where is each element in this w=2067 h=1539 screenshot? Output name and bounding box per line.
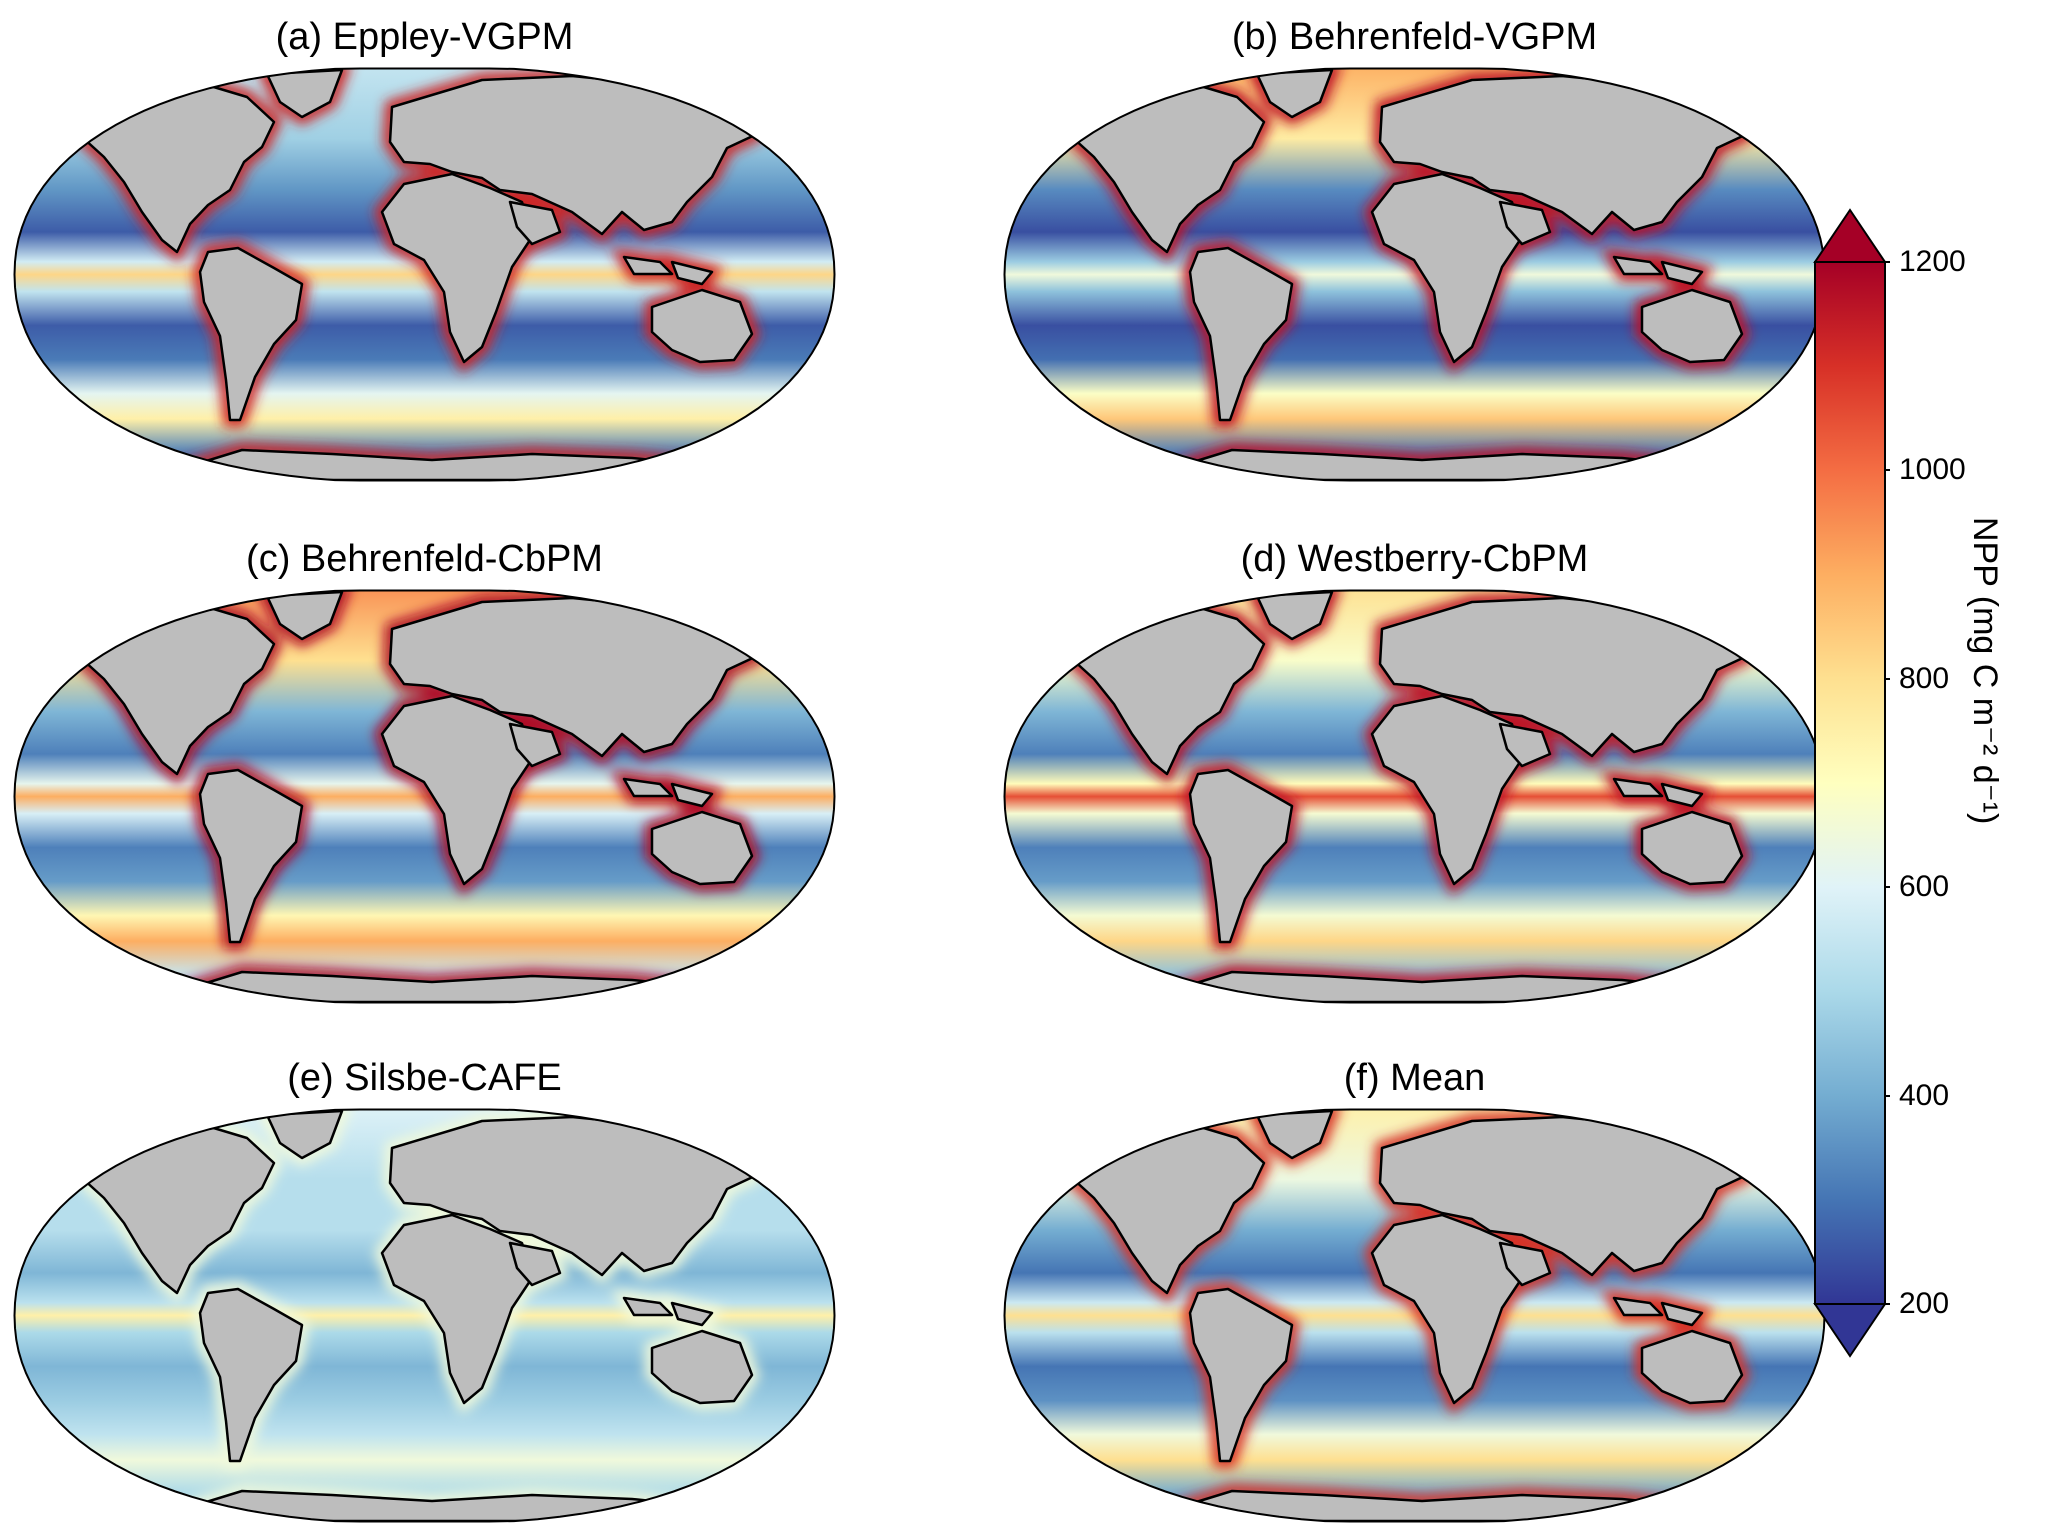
map-content	[1004, 590, 1825, 1003]
map-behrenfeld-cbpm	[13, 589, 836, 1004]
landmass	[1640, 288, 1744, 364]
landmass	[670, 782, 714, 808]
landmass	[508, 1241, 562, 1287]
map-boundary	[13, 1108, 836, 1523]
landmass	[1188, 246, 1294, 422]
colorbar-gradient	[1814, 261, 1886, 1305]
colorbar-ticks	[1885, 261, 1890, 1305]
panel-f: (f) Mean	[1002, 1055, 1827, 1535]
landmass	[380, 1213, 534, 1405]
landmass	[508, 722, 562, 768]
landmass	[198, 246, 304, 422]
landmass	[265, 1109, 344, 1160]
map-eppley-vgpm	[13, 67, 836, 482]
landmass	[622, 777, 674, 798]
colorbar-extend-bottom	[1813, 1303, 1887, 1358]
map-boundary	[1003, 1108, 1826, 1523]
colorbar-tick-label: 1000	[1899, 453, 1966, 486]
landmass	[1612, 1296, 1664, 1317]
landmass	[72, 1121, 276, 1295]
landmass	[1498, 200, 1552, 246]
landmass	[265, 68, 344, 119]
landmass	[670, 1301, 714, 1327]
panel-title: (d) Westberry-CbPM	[1240, 538, 1589, 580]
panel-title: (c) Behrenfeld-CbPM	[246, 538, 603, 580]
landmass	[265, 590, 344, 641]
panel-b: (b) Behrenfeld-VGPM	[1002, 14, 1827, 494]
panel-d: (d) Westberry-CbPM	[1002, 536, 1827, 1016]
landmass	[650, 810, 754, 886]
map-behrenfeld-vgpm	[1003, 67, 1826, 482]
landmass	[1370, 694, 1524, 886]
landmass	[1062, 602, 1266, 776]
landmass	[72, 602, 276, 776]
landmass	[622, 1296, 674, 1317]
map-content	[1004, 1109, 1825, 1522]
landmass	[650, 288, 754, 364]
landmass	[72, 80, 276, 254]
landmass	[1660, 782, 1704, 808]
landmass	[1062, 80, 1266, 254]
map-boundary	[1003, 67, 1826, 482]
landmass	[1640, 810, 1744, 886]
map-mean	[1003, 1108, 1826, 1523]
colorbar-tick-label: 800	[1899, 662, 1950, 695]
landmass	[508, 200, 562, 246]
map-westberry-cbpm	[1003, 589, 1826, 1004]
landmass	[1188, 768, 1294, 944]
map-boundary	[13, 67, 836, 482]
map-boundary	[13, 589, 836, 1004]
landmass	[1188, 1287, 1294, 1463]
panel-title: (e) Silsbe-CAFE	[287, 1057, 562, 1099]
landmass	[1660, 260, 1704, 286]
landmass	[1255, 68, 1334, 119]
colorbar-tick-label: 1200	[1899, 245, 1966, 278]
landmass	[1612, 777, 1664, 798]
landmass	[1255, 1109, 1334, 1160]
landmass	[198, 768, 304, 944]
landmass	[1370, 172, 1524, 364]
landmass	[1062, 1121, 1266, 1295]
panel-title: (b) Behrenfeld-VGPM	[1231, 16, 1598, 58]
landmass	[198, 1287, 304, 1463]
landmass	[670, 260, 714, 286]
colorbar-extend-top	[1813, 208, 1887, 263]
landmass	[1498, 722, 1552, 768]
panel-title: (f) Mean	[1343, 1057, 1486, 1099]
map-content	[14, 68, 835, 481]
panel-title: (a) Eppley-VGPM	[275, 16, 574, 58]
landmass	[1498, 1241, 1552, 1287]
colorbar-tick-label: 400	[1899, 1079, 1950, 1112]
colorbar-tick-label: 600	[1899, 870, 1950, 903]
landmass	[622, 255, 674, 276]
landmass	[1612, 255, 1664, 276]
colorbar: 1200 1000 800 600 400 200 NPP (mg C m⁻² …	[1810, 195, 2067, 1375]
landmass	[1370, 1213, 1524, 1405]
map-content	[14, 1109, 835, 1522]
map-content	[1004, 68, 1825, 481]
map-content	[14, 590, 835, 1003]
panel-a: (a) Eppley-VGPM	[12, 14, 837, 494]
colorbar-tick-label: 200	[1899, 1287, 1950, 1320]
landmass	[1255, 590, 1334, 641]
landmass	[380, 172, 534, 364]
colorbar-bar	[1813, 208, 1890, 1358]
colorbar-label-text: NPP (mg C m⁻² d⁻¹)	[1966, 517, 2004, 825]
landmass	[380, 694, 534, 886]
map-silsbe-cafe	[13, 1108, 836, 1523]
panel-e: (e) Silsbe-CAFE	[12, 1055, 837, 1535]
landmass	[1640, 1329, 1744, 1405]
map-boundary	[1003, 589, 1826, 1004]
landmass	[650, 1329, 754, 1405]
panel-c: (c) Behrenfeld-CbPM	[12, 536, 837, 1016]
landmass	[1660, 1301, 1704, 1327]
